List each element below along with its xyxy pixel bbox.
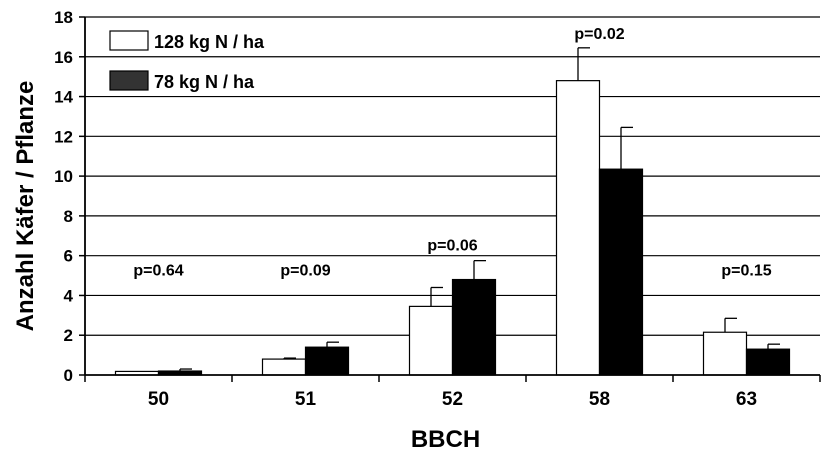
- y-tick-label: 14: [54, 88, 73, 107]
- y-tick-label: 18: [54, 8, 73, 27]
- bar-group-52: [408, 259, 497, 376]
- bar-n128-58: [555, 80, 601, 376]
- bar-n128-63: [702, 331, 748, 376]
- axes: 0 2 4 6 8 10 12 14 16 18: [54, 8, 821, 385]
- y-tick-label: 12: [54, 127, 73, 146]
- bar-group-51: [261, 341, 350, 376]
- bar-n128-51: [261, 358, 307, 376]
- x-axis-title: BBCH: [411, 426, 480, 450]
- bar-n128-52: [408, 305, 454, 376]
- x-tick-label: 51: [295, 389, 317, 410]
- p-value-label: p=0.06: [427, 238, 477, 255]
- y-tick-label: 16: [54, 48, 73, 67]
- x-tick-label: 52: [442, 389, 463, 410]
- legend-swatch-n78: [109, 70, 149, 91]
- p-value-label: p=0.64: [133, 263, 183, 280]
- axis-labels: 50 p=0.64 51 p=0.09 52 p=0.06 58 p=0.02 63 p=0.15…: [12, 26, 772, 450]
- y-tick-label: 8: [64, 207, 73, 226]
- y-tick-label: 6: [64, 247, 73, 266]
- legend: 128 kg N / ha 78 kg N / ha: [109, 30, 265, 92]
- bar-n78-52: [451, 278, 497, 376]
- legend-swatch-n128: [109, 30, 149, 51]
- legend-label-n128: 128 kg N / ha: [154, 32, 265, 52]
- y-tick-label: 0: [64, 366, 73, 385]
- legend-label-n78: 78 kg N / ha: [154, 72, 255, 92]
- y-tick-label: 10: [54, 167, 73, 186]
- bar-n78-51: [304, 346, 350, 376]
- gridlines: [85, 16, 820, 336]
- bar-n78-58: [598, 168, 644, 376]
- bar-group-63: [702, 317, 791, 376]
- x-tick-label: 58: [589, 389, 610, 410]
- bar-groups: [114, 47, 791, 376]
- y-axis-title: Anzahl Käfer / Pflanze: [12, 81, 39, 332]
- x-tick-label: 50: [148, 389, 169, 410]
- x-tick-label: 63: [736, 389, 757, 410]
- p-value-label: p=0.09: [280, 263, 330, 280]
- y-tick-label: 4: [64, 286, 74, 305]
- bar-n78-63: [745, 348, 791, 376]
- bar-group-50: [114, 368, 203, 376]
- p-value-label: p=0.02: [574, 26, 624, 43]
- p-value-label: p=0.15: [721, 263, 771, 280]
- y-tick-label: 2: [64, 326, 73, 345]
- bar-group-58: [555, 47, 644, 376]
